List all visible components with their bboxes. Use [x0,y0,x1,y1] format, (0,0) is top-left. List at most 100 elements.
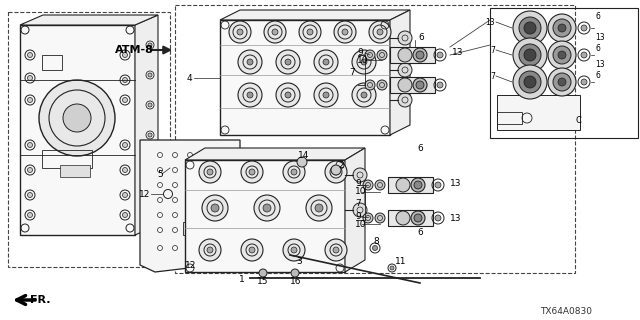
Text: 13: 13 [450,179,461,188]
Circle shape [411,178,425,192]
Text: 9: 9 [357,47,363,57]
Text: 11: 11 [395,257,406,266]
Bar [42,150,92,168]
Circle shape [314,83,338,107]
Text: 12: 12 [139,189,150,198]
Text: 7: 7 [355,198,361,207]
Polygon shape [185,148,365,160]
Circle shape [323,92,329,98]
Text: 9: 9 [355,212,361,220]
Text: 10: 10 [355,220,367,228]
Circle shape [369,21,391,43]
Text: 13: 13 [450,213,461,222]
Bar [388,177,433,193]
Text: 4: 4 [187,74,193,83]
Circle shape [435,182,441,188]
Circle shape [524,49,536,61]
Circle shape [249,247,255,253]
Circle shape [548,14,576,42]
Polygon shape [220,10,410,20]
Text: TX64A0830: TX64A0830 [540,308,592,316]
Circle shape [553,46,571,64]
Circle shape [264,21,286,43]
Circle shape [414,214,422,222]
Circle shape [377,50,387,60]
Circle shape [413,48,427,62]
Circle shape [285,59,291,65]
Circle shape [398,78,412,92]
Circle shape [122,167,127,172]
Circle shape [249,169,255,175]
Circle shape [396,178,410,192]
Text: 7: 7 [349,68,355,76]
Circle shape [519,44,541,66]
Circle shape [413,78,427,92]
Bar [175,5,575,273]
Bar [390,47,435,63]
Text: 13: 13 [595,33,605,42]
Polygon shape [20,15,158,25]
Circle shape [524,76,536,88]
Circle shape [259,269,267,277]
Circle shape [372,245,378,251]
Circle shape [377,80,387,90]
Circle shape [199,161,221,183]
Bar [497,112,522,124]
Circle shape [315,204,323,212]
Circle shape [39,80,115,156]
Circle shape [411,211,425,225]
Text: 6: 6 [595,70,600,79]
Text: 6: 6 [417,143,423,153]
Circle shape [365,80,375,90]
Circle shape [237,29,243,35]
Circle shape [437,82,443,88]
Circle shape [331,165,341,175]
Circle shape [558,78,566,86]
Circle shape [28,212,33,218]
Circle shape [276,50,300,74]
Circle shape [28,193,33,197]
Text: 8: 8 [373,236,379,245]
Bar [60,165,90,177]
Text: 5: 5 [157,170,163,179]
Circle shape [291,269,299,277]
Circle shape [314,50,338,74]
Bar [390,77,435,93]
Circle shape [307,29,313,35]
Text: 10: 10 [357,55,369,65]
Circle shape [207,169,213,175]
Circle shape [122,142,127,148]
Circle shape [229,21,251,43]
Text: 6: 6 [417,228,423,236]
Circle shape [581,52,587,58]
Circle shape [377,29,383,35]
Circle shape [334,21,356,43]
Circle shape [352,83,376,107]
Circle shape [211,204,219,212]
Circle shape [390,266,394,270]
Circle shape [323,59,329,65]
Circle shape [122,77,127,83]
Circle shape [263,204,271,212]
Polygon shape [20,25,135,235]
Circle shape [396,211,410,225]
Text: 7: 7 [490,71,495,81]
Circle shape [247,92,253,98]
Circle shape [513,11,547,45]
Circle shape [519,71,541,93]
Circle shape [553,73,571,91]
Circle shape [238,83,262,107]
Circle shape [361,59,367,65]
Circle shape [247,59,253,65]
Circle shape [437,52,443,58]
Circle shape [122,193,127,197]
Circle shape [353,168,367,182]
Text: 13: 13 [595,60,605,68]
Circle shape [513,38,547,72]
Circle shape [207,247,213,253]
Circle shape [519,17,541,39]
Circle shape [28,142,33,148]
Circle shape [553,19,571,37]
Polygon shape [497,95,580,130]
Circle shape [28,76,33,81]
